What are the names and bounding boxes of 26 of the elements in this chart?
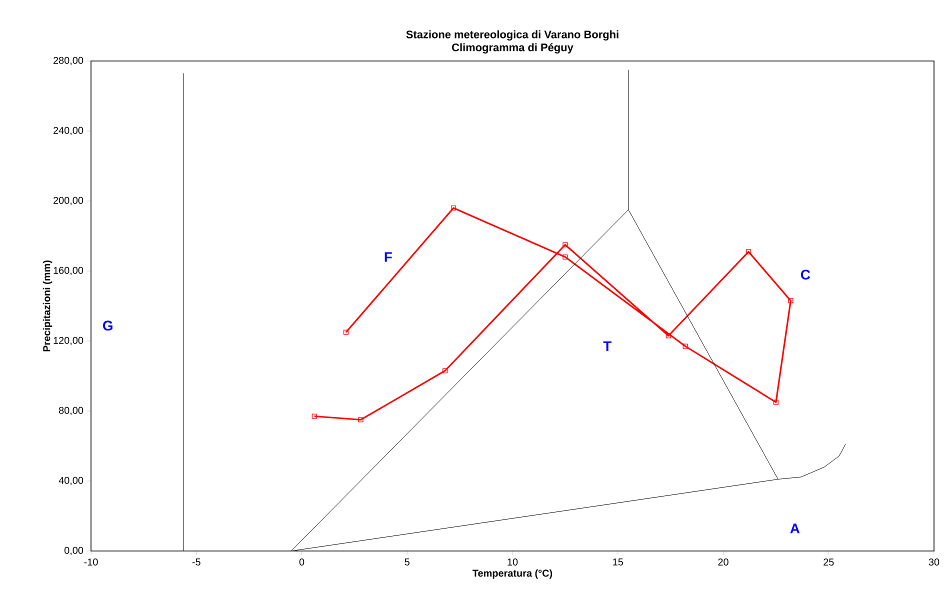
x-tick-label: 0 <box>299 558 304 566</box>
x-tick-label: 10 <box>508 558 518 566</box>
y-tick-label: 280,00 <box>54 56 84 66</box>
y-axis-title: Precipitazioni (mm) <box>42 260 52 352</box>
y-tick-label: 120,00 <box>54 336 84 346</box>
y-tick-label: 0,00 <box>64 546 84 556</box>
x-tick-label: 30 <box>928 558 940 566</box>
annotation: C <box>800 270 810 280</box>
x-tick-label: 25 <box>824 558 834 566</box>
chart-subtitle: Climogramma di Péguy <box>452 43 574 54</box>
x-tick-label: 15 <box>613 558 624 566</box>
x-axis-title: Temperatura (°C) <box>472 569 552 579</box>
annotation: T <box>603 341 612 351</box>
chart-title: Stazione metereologica di Varano Borghi <box>406 30 618 41</box>
annotation: F <box>384 252 392 262</box>
x-tick-label: -5 <box>192 558 200 566</box>
x-tick-label: 20 <box>718 558 728 566</box>
annotation: A <box>790 524 800 534</box>
annotation: G <box>103 320 112 331</box>
x-tick-label: 5 <box>404 558 410 566</box>
y-tick-label: 40,00 <box>58 476 84 486</box>
y-tick-label: 240,00 <box>54 126 84 136</box>
y-tick-label: 160,00 <box>54 266 84 276</box>
y-tick-label: 80,00 <box>58 406 84 416</box>
y-tick-label: 200,00 <box>54 196 84 206</box>
x-tick-label: -10 <box>84 558 98 566</box>
